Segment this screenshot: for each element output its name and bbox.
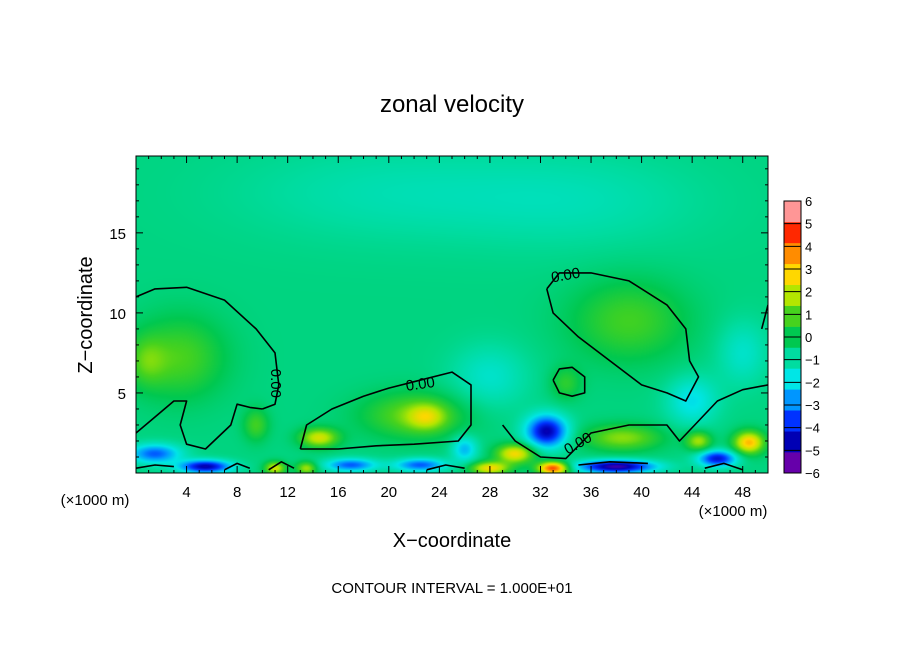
x-tick-label: 40 <box>633 484 650 501</box>
contour-interval-note: CONTOUR INTERVAL = 1.000E+01 <box>331 580 572 597</box>
colorbar-swatch <box>784 452 801 474</box>
colorbar-swatch <box>784 284 801 306</box>
contour-line <box>136 286 280 410</box>
y-tick-label: 15 <box>109 226 126 243</box>
x-tick-label: 36 <box>583 484 600 501</box>
colorbar-label: −4 <box>805 421 820 436</box>
contour-line <box>501 384 768 460</box>
x-tick-label: 48 <box>734 484 751 501</box>
colorbar-swatch <box>784 242 801 265</box>
colorbar-label: 4 <box>805 239 812 254</box>
contour-line <box>552 366 586 397</box>
x-tick-label: 4 <box>182 484 190 501</box>
x-tick-label: 44 <box>684 484 701 501</box>
contour-line <box>268 461 295 471</box>
x-tick-label: 8 <box>233 484 241 501</box>
y-tick-label: 5 <box>118 386 126 403</box>
x-tick-label: 16 <box>330 484 347 501</box>
colorbar-label: 2 <box>805 285 812 300</box>
contour-label: 0.00 <box>405 374 436 395</box>
colorbar-swatch <box>784 263 801 285</box>
colorbar-swatch <box>784 221 801 244</box>
x-axis-label: X−coordinate <box>393 530 511 552</box>
contour-label: 0.00 <box>267 369 284 398</box>
colorbar-label: 0 <box>805 330 812 345</box>
contour-line <box>224 462 251 471</box>
colorbar-swatch <box>784 305 801 327</box>
colorbar-label: 1 <box>805 307 812 322</box>
colorbar-label: −1 <box>805 353 820 368</box>
colorbar-swatch <box>784 368 801 390</box>
colorbar-label: −6 <box>805 466 820 481</box>
x-tick-label: 12 <box>279 484 296 501</box>
x-axis: 4 8 12 16 20 24 28 32 36 40 44 48 <box>148 156 756 501</box>
contour-line <box>546 272 700 402</box>
colorbar-label: −3 <box>805 398 820 413</box>
contour-line <box>760 304 768 330</box>
x-unit-right: (×1000 m) <box>699 503 768 520</box>
y-axis-label: Z−coordinate <box>75 256 97 373</box>
contour-label: 0.00 <box>550 265 582 287</box>
x-tick-label: 20 <box>380 484 397 501</box>
y-tick-label: 10 <box>109 306 126 323</box>
colorbar-label: 6 <box>805 194 812 209</box>
colorbar-label: 3 <box>805 262 812 277</box>
colorbar: −6 −5 −4 −3 −2 −1 0 1 2 3 4 5 6 <box>783 194 820 481</box>
zero-contour-lines <box>136 272 768 471</box>
colorbar-label: −2 <box>805 375 820 390</box>
contour-line <box>578 461 648 466</box>
x-tick-label: 28 <box>482 484 499 501</box>
x-tick-label: 24 <box>431 484 448 501</box>
colorbar-label: −5 <box>805 443 820 458</box>
plot-area: 0.00 0.000.000.00 <box>135 155 769 474</box>
chart-title: zonal velocity <box>380 91 524 118</box>
contour-line <box>136 400 263 450</box>
contour-line <box>704 462 743 471</box>
contour-line <box>426 464 465 471</box>
x-tick-label: 32 <box>532 484 549 501</box>
contour-line <box>136 464 174 469</box>
colorbar-swatch <box>784 347 801 369</box>
contour-line <box>299 371 472 450</box>
x-unit-left: (×1000 m) <box>61 492 130 509</box>
colorbar-swatch <box>784 389 801 411</box>
colorbar-swatch <box>784 431 801 453</box>
colorbar-swatch <box>784 201 801 223</box>
colorbar-label: 5 <box>805 217 812 232</box>
colorbar-swatch <box>784 410 801 432</box>
y-axis: 5 10 15 <box>109 168 768 458</box>
